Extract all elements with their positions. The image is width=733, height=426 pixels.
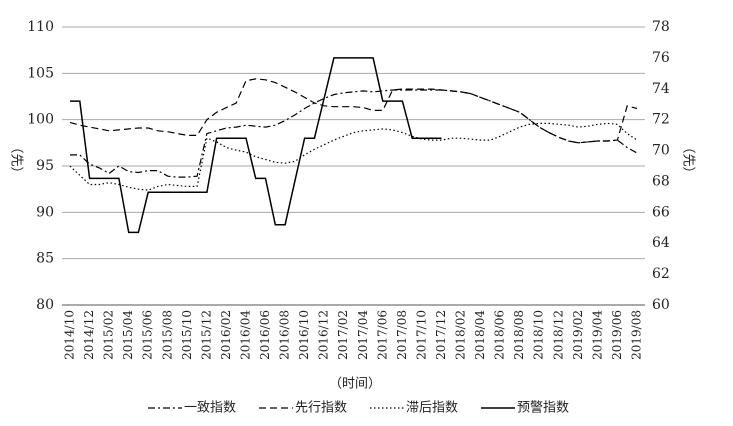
x-tick-label: 2015/04 <box>121 310 135 360</box>
y2-tick-label: 70 <box>652 143 670 159</box>
y2-tick-label: 66 <box>652 204 670 220</box>
x-tick-label: 2018/04 <box>473 310 487 360</box>
y2-tick-label: 78 <box>652 19 670 35</box>
x-tick-label: 2016/12 <box>317 310 331 360</box>
x-tick-label: 2019/08 <box>630 310 644 360</box>
x-tick-label: 2018/08 <box>512 310 526 360</box>
x-tick-label: 2016/06 <box>258 310 272 360</box>
y-tick-label: 110 <box>27 19 54 35</box>
legend-label: 预警指数 <box>517 400 569 416</box>
y-tick-label: 80 <box>36 297 54 313</box>
y2-tick-label: 76 <box>652 50 670 66</box>
y-tick-label: 100 <box>27 112 54 128</box>
series-line <box>69 78 638 144</box>
x-tick-label: 2014/12 <box>82 310 96 360</box>
x-tick-label: 2017/10 <box>414 310 428 360</box>
x-tick-label: 2019/04 <box>590 310 604 360</box>
y-tick-label: 95 <box>36 158 54 174</box>
x-tick-label: 2018/06 <box>493 310 507 360</box>
x-tick-label: 2017/06 <box>375 310 389 360</box>
legend-label: 一致指数 <box>184 401 236 416</box>
x-tick-label: 2015/06 <box>141 310 155 360</box>
x-tick-label: 2019/02 <box>571 310 585 360</box>
y2-tick-label: 60 <box>652 297 670 313</box>
x-tick-label: 2017/04 <box>356 310 370 360</box>
x-tick-label: 2018/02 <box>454 310 468 360</box>
y-tick-label: 90 <box>36 204 54 220</box>
y-axis-label: （先） <box>9 140 24 179</box>
y2-tick-label: 74 <box>652 81 670 97</box>
x-tick-label: 2017/02 <box>336 310 350 360</box>
x-tick-label: 2016/02 <box>219 310 233 360</box>
x-axis-label: （时间） <box>329 377 381 392</box>
x-tick-label: 2015/08 <box>160 310 174 360</box>
x-tick-label: 2017/12 <box>434 310 448 360</box>
x-tick-label: 2016/10 <box>297 310 311 360</box>
y2-tick-label: 62 <box>652 266 670 282</box>
x-tick-label: 2019/06 <box>610 310 624 360</box>
legend-label: 滞后指数 <box>406 401 458 416</box>
y2-tick-label: 68 <box>652 173 670 189</box>
x-tick-label: 2015/12 <box>199 310 213 360</box>
y-tick-label: 105 <box>27 65 54 81</box>
x-tick-label: 2017/08 <box>395 310 409 360</box>
y-tick-label: 85 <box>36 251 54 267</box>
series-line <box>70 57 442 234</box>
x-tick-label: 2016/08 <box>278 310 292 360</box>
x-tick-label: 2014/10 <box>63 310 77 360</box>
x-tick-label: 2016/04 <box>238 310 252 360</box>
y2-tick-label: 72 <box>652 112 670 128</box>
y2-tick-label: 64 <box>652 235 670 251</box>
x-tick-label: 2015/02 <box>102 310 116 360</box>
x-tick-label: 2015/10 <box>180 310 194 360</box>
x-tick-label: 2018/10 <box>532 310 546 360</box>
y2-axis-label: （先） <box>681 140 696 179</box>
x-tick-label: 2018/12 <box>551 310 565 360</box>
legend-label: 先行指数 <box>295 401 347 416</box>
